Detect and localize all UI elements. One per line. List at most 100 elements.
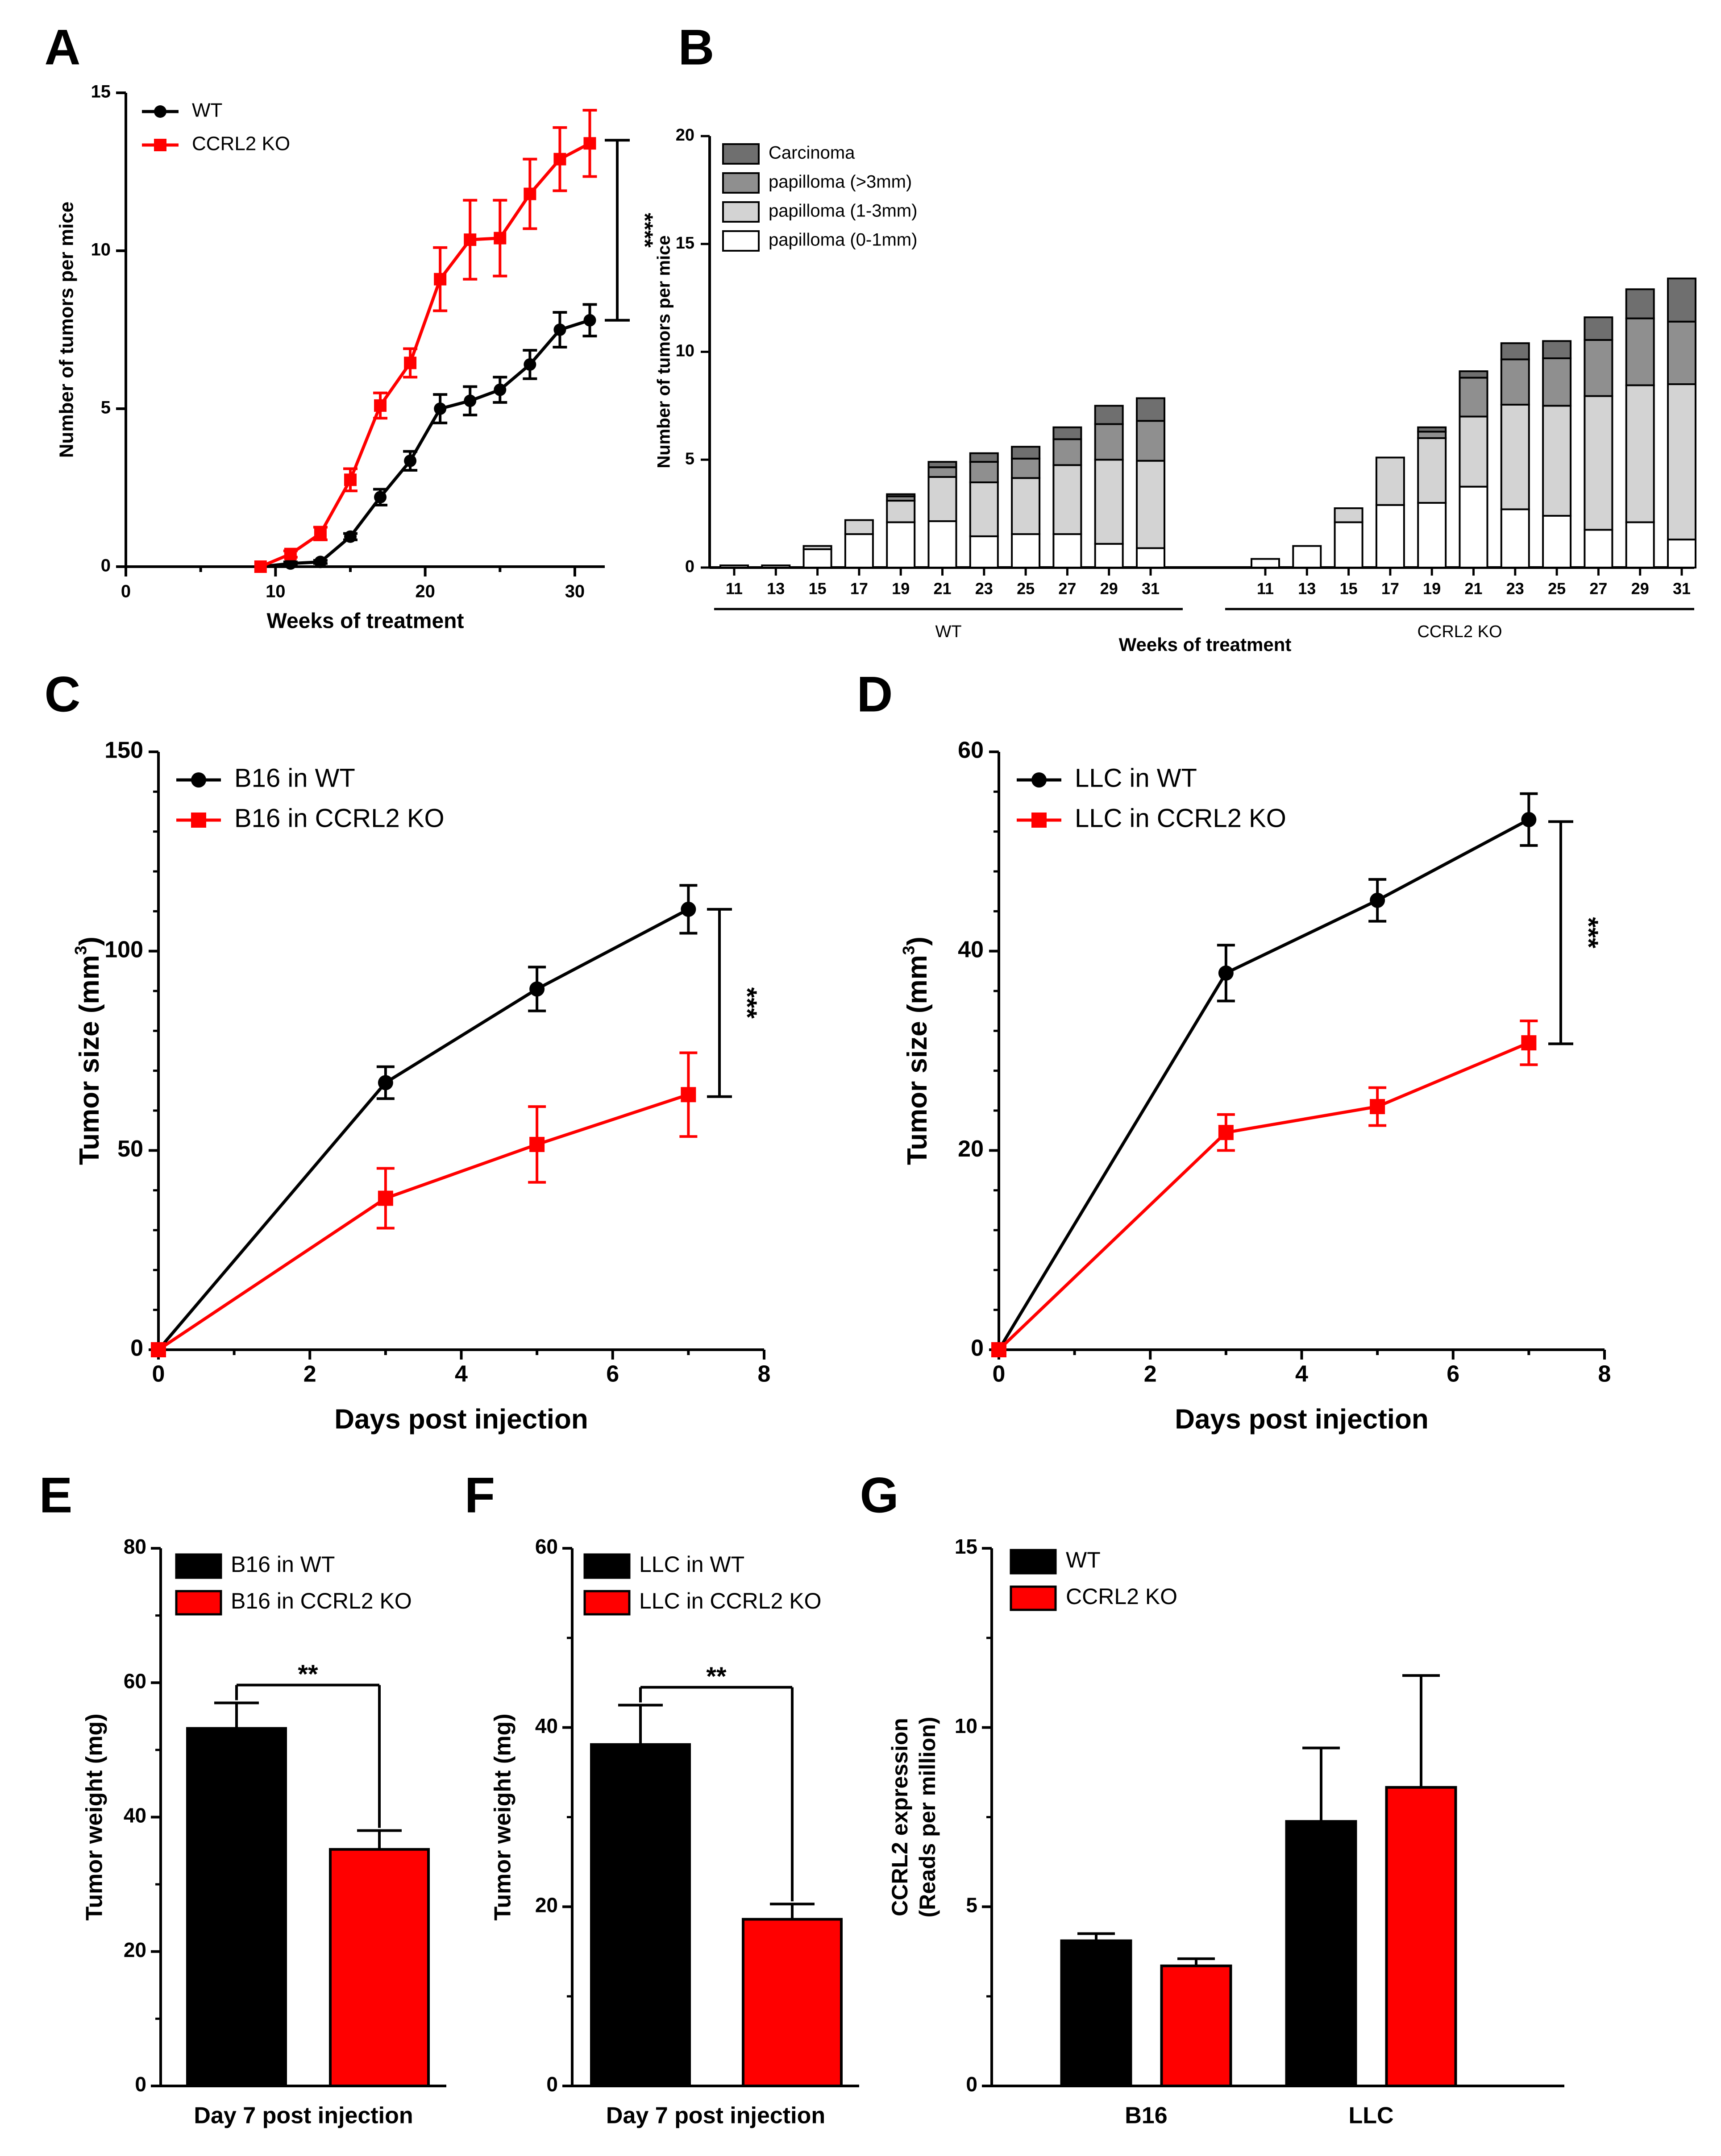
stacked-bar-segment [1094,405,1124,425]
x-tick-label: 17 [850,580,868,598]
stacked-bar-segment [1136,460,1165,549]
bar [186,1727,287,2088]
stacked-bar-segment [927,520,957,568]
y-tick-label: 20 [124,1938,146,1961]
x-tick-label: 13 [767,580,785,598]
legend-marker [1031,772,1047,788]
y-axis-label-end: ) [902,937,933,946]
data-point [1370,892,1385,908]
stacked-bar-segment [1542,405,1572,517]
data-point [1521,1035,1537,1051]
stacked-bar-segment [927,476,957,522]
y-tick-label: 5 [685,449,694,468]
legend-swatch [1010,1549,1057,1575]
data-point [1218,1125,1234,1140]
legend-label: B16 in WT [231,1552,335,1577]
data-point [404,454,417,467]
legend-label: B16 in CCRL2 KO [231,1588,412,1613]
legend-label: LLC in WT [639,1552,744,1577]
stacked-bar-segment [1667,539,1696,569]
x-axis-label: Days post injection [1175,1404,1428,1435]
panel-letter-b: B [678,20,715,75]
x-tick-label: 31 [1673,580,1691,598]
legend-swatch [722,143,760,165]
legend-marker [1031,813,1047,828]
stacked-bar-segment [1094,459,1124,545]
data-point [434,273,447,286]
stacked-bar-segment [1094,423,1124,461]
stacked-bar-segment [1667,278,1696,323]
stacked-bar-segment [1011,533,1041,568]
y-tick-label: 15 [676,234,694,253]
legend-swatch [175,1590,222,1616]
y-axis-label-line2: (Reads per million) [915,1717,940,1917]
y-tick-label: 50 [117,1136,143,1162]
x-tick-label: 15 [1340,580,1358,598]
panel-letter-e: E [39,1468,73,1523]
group-label: WT [935,622,961,641]
data-point [583,314,596,327]
legend-marker [191,772,206,788]
significance-label: ** [298,1660,318,1689]
y-axis-label: Tumor size (mm3) [71,937,105,1165]
significance-label: **** [632,213,657,248]
data-point [378,1075,393,1090]
x-tick-label: 23 [1506,580,1524,598]
stacked-bar-segment [1375,504,1405,569]
stacked-bar-segment [1625,521,1655,568]
stacked-bar-segment [1251,558,1280,569]
data-point [681,901,696,917]
legend-label: LLC in CCRL2 KO [1075,804,1286,833]
y-tick-label: 20 [676,126,694,145]
y-tick-label: 5 [966,1893,977,1916]
panel-c-chart: 0 2 4 6 8 0 50 100 150 Days post injection Tumor s… [71,738,770,1435]
x-tick-label: 4 [1295,1361,1308,1387]
stacked-bar-segment [1417,431,1447,439]
legend-marker [191,813,206,828]
stacked-bar-segment [1625,288,1655,319]
stacked-bar-segment [1011,457,1041,479]
legend-marker [154,105,166,118]
significance-label: ** [706,1662,727,1691]
legend-label: LLC in WT [1075,763,1197,792]
stacked-bar-segment [1094,543,1124,568]
stacked-bar-segment [1459,377,1488,418]
x-tick-label: 31 [1142,580,1160,598]
bar [1385,1786,1457,2087]
stacked-bar-segment [1292,545,1322,569]
data-point [374,399,387,412]
data-point [1218,965,1234,981]
stacked-bar-segment [1500,358,1530,406]
x-tick-label: 20 [415,582,435,601]
panel-letter-d: D [857,667,893,722]
stacked-bar-segment [1625,384,1655,523]
data-point [344,530,357,543]
data-point [344,473,357,486]
y-tick-label: 40 [535,1714,558,1737]
x-tick-label: 19 [892,580,910,598]
stacked-bar-segment [1500,508,1530,568]
data-point [681,1087,696,1103]
stacked-bar-segment [969,481,999,537]
panel-f-chart: 0 20 40 60 Tumor weight (mg) Day 7 post injec… [490,1535,859,2129]
stacked-bar-segment [886,500,916,523]
stacked-bar-segment [1584,339,1613,397]
stacked-bar-segment [1584,395,1613,531]
x-tick-label: 6 [1447,1361,1459,1387]
bar [590,1743,691,2087]
bar [742,1918,843,2088]
data-point [494,232,507,245]
stacked-bar-segment [1542,340,1572,360]
y-tick-label: 20 [535,1893,558,1916]
bar [1285,1820,1357,2087]
data-point [151,1342,166,1357]
x-tick-label: 2 [1144,1361,1157,1387]
x-tick-label: 6 [606,1361,619,1387]
legend-swatch [583,1553,631,1579]
stacked-bar-segment [886,493,916,498]
stacked-bar-segment [927,466,957,478]
stacked-bar-segment [969,461,999,484]
y-axis-label-main: Tumor size (mm [902,955,933,1165]
data-point [434,402,447,415]
